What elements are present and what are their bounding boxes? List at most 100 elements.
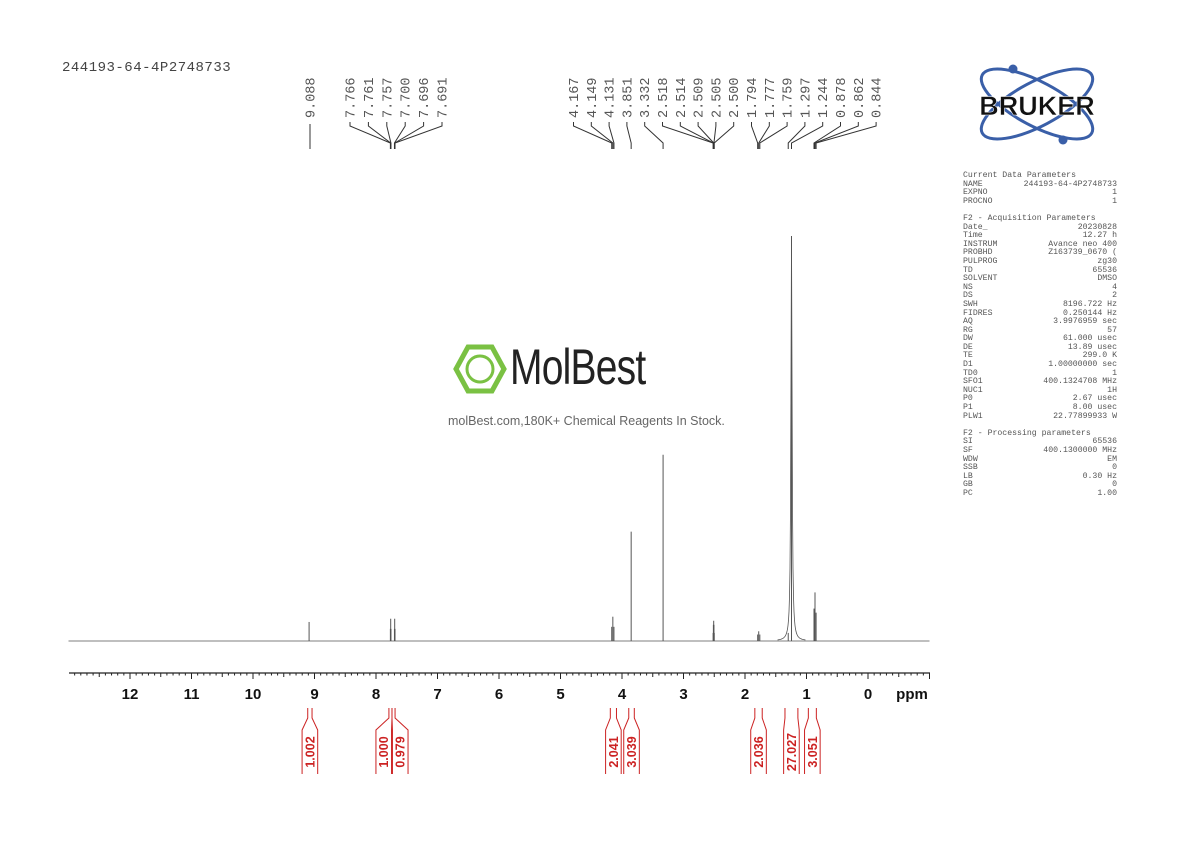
parameter-value: 1 xyxy=(1112,188,1117,198)
peak-label-connector xyxy=(644,122,664,149)
parameter-row: PROCNO 1 xyxy=(963,197,1117,207)
parameter-row: PC 1.00 xyxy=(963,488,1117,499)
peak-label: 7.766 xyxy=(345,77,360,118)
parameter-row: RG 57 xyxy=(963,326,1117,336)
parameter-name: INSTRUM xyxy=(963,239,998,249)
parameter-name: DE xyxy=(963,342,973,352)
molbest-watermark-tagline: molBest.com,180K+ Chemical Reagents In S… xyxy=(448,414,725,428)
parameter-name: EXPNO xyxy=(963,188,988,198)
parameter-row: WDW EM xyxy=(963,454,1117,465)
peak-label: 1.297 xyxy=(799,77,814,118)
parameter-row: D1 1.00000000 sec xyxy=(963,360,1117,370)
integral-bracket xyxy=(301,708,319,774)
parameter-name: NAME xyxy=(963,179,983,189)
parameter-value: 299.0 K xyxy=(1082,351,1117,361)
parameter-value: 65536 xyxy=(1092,437,1117,447)
bruker-logo: BRUKER xyxy=(979,64,1095,145)
parameter-row: TE 299.0 K xyxy=(963,352,1117,361)
parameter-row: AQ 3.9976959 sec xyxy=(963,317,1117,327)
parameter-value: 1 xyxy=(1112,368,1117,378)
molbest-watermark-name: MolBest xyxy=(510,339,646,395)
parameter-name: TE xyxy=(963,351,973,361)
parameter-row: SSB 0 xyxy=(963,464,1117,473)
peak-label: 4.131 xyxy=(604,77,619,118)
parameter-name: D1 xyxy=(963,360,973,370)
parameter-section-title: Current Data Parameters xyxy=(963,171,1077,180)
parameter-value: 61.000 usec xyxy=(1062,334,1117,344)
peak-label: 7.700 xyxy=(400,77,415,118)
integral-bracket xyxy=(623,708,640,774)
peak-label-connector xyxy=(790,122,824,149)
parameter-row: PROBHD Z163739_0670 ( xyxy=(963,249,1117,258)
parameter-row: DS 2 xyxy=(963,292,1117,301)
peak-label: 7.691 xyxy=(437,77,452,118)
integral-value: 1.002 xyxy=(303,736,317,767)
parameter-row: NAME 244193-64-4P2748733 xyxy=(963,179,1117,190)
parameter-value: EM xyxy=(1107,454,1117,464)
parameter-value: DMSO xyxy=(1097,274,1117,284)
integral-value: 2.041 xyxy=(607,736,621,767)
parameter-value: 1H xyxy=(1107,385,1117,395)
parameter-row: TD0 1 xyxy=(963,368,1117,379)
peak-label: 1.794 xyxy=(746,77,761,118)
peak-label-connector xyxy=(394,122,443,149)
acquisition-parameters-panel: Current Data Parameters NAME 244193-64-4P2… xyxy=(963,171,1117,499)
parameter-name: NS xyxy=(963,282,973,292)
parameter-row: DW 61.000 usec xyxy=(963,335,1117,344)
parameter-value: 22.77899933 W xyxy=(1053,411,1117,421)
peak-label: 2.509 xyxy=(693,77,708,118)
parameter-row: DE 13.89 usec xyxy=(963,342,1117,353)
parameter-row: NUC1 1H xyxy=(963,385,1117,396)
x-tick-label: 4 xyxy=(618,686,627,703)
parameter-row: PLW1 22.77899933 W xyxy=(963,411,1117,422)
parameter-row: TD 65536 xyxy=(963,266,1117,276)
peak-label-connector xyxy=(713,122,735,149)
parameter-name: Time xyxy=(963,231,983,241)
parameter-name: GB xyxy=(963,480,973,490)
peak-label-connector xyxy=(758,122,770,149)
parameter-section-title: F2 - Processing parameters xyxy=(963,428,1091,438)
peak-label-connector xyxy=(813,122,841,149)
integral-bracket xyxy=(750,708,767,774)
integral-bracket xyxy=(804,708,821,774)
parameter-value: 0.250144 Hz xyxy=(1062,308,1117,318)
x-tick-label: 3 xyxy=(679,686,687,703)
parameter-name: P0 xyxy=(963,394,973,404)
parameter-value: 3.9976959 sec xyxy=(1053,317,1117,327)
parameter-name: NUC1 xyxy=(963,385,983,395)
parameter-value: 1.00 xyxy=(1097,488,1117,498)
parameter-name: PULPROG xyxy=(963,256,998,266)
parameter-row: SOLVENT DMSO xyxy=(963,275,1117,284)
parameter-row: P1 8.00 usec xyxy=(963,403,1117,413)
peak-label: 9.088 xyxy=(305,77,320,118)
peak-label-connector xyxy=(814,122,859,149)
parameter-row: INSTRUM Avance neo 400 xyxy=(963,239,1117,250)
peak-label: 4.149 xyxy=(586,77,601,118)
integral-value: 27.027 xyxy=(785,733,799,771)
parameter-row: P0 2.67 usec xyxy=(963,395,1117,404)
peak-label: 0.878 xyxy=(835,77,850,118)
peak-label: 0.862 xyxy=(853,77,868,118)
peak-label-connector xyxy=(590,122,614,149)
parameter-name: SI xyxy=(963,437,973,447)
parameter-value: 4 xyxy=(1112,282,1117,292)
x-tick-label: 9 xyxy=(310,686,318,703)
parameter-value: 400.1300000 MHz xyxy=(1043,446,1117,455)
peak-label: 2.518 xyxy=(657,77,672,118)
peak-label: 7.761 xyxy=(363,77,378,118)
peak-label-connector xyxy=(349,122,391,149)
parameter-row: PULPROG zg30 xyxy=(963,256,1117,267)
parameter-section-title: F2 - Acquisition Parameters xyxy=(963,213,1096,223)
parameter-value: 0 xyxy=(1112,463,1117,473)
parameter-name: DW xyxy=(963,334,973,344)
x-tick-label: 6 xyxy=(495,686,503,703)
parameter-name: SOLVENT xyxy=(963,274,998,284)
peak-label-connector xyxy=(386,122,392,149)
parameter-row: SWH 8196.722 Hz xyxy=(963,300,1117,310)
integral-value: 1.000 xyxy=(377,736,391,767)
x-tick-label: 2 xyxy=(741,686,749,703)
parameter-row: LB 0.30 Hz xyxy=(963,472,1117,482)
parameter-name: P1 xyxy=(963,403,973,413)
peak-label-connector xyxy=(393,122,406,149)
parameter-value: Z163739_0670 ( xyxy=(1048,248,1117,258)
